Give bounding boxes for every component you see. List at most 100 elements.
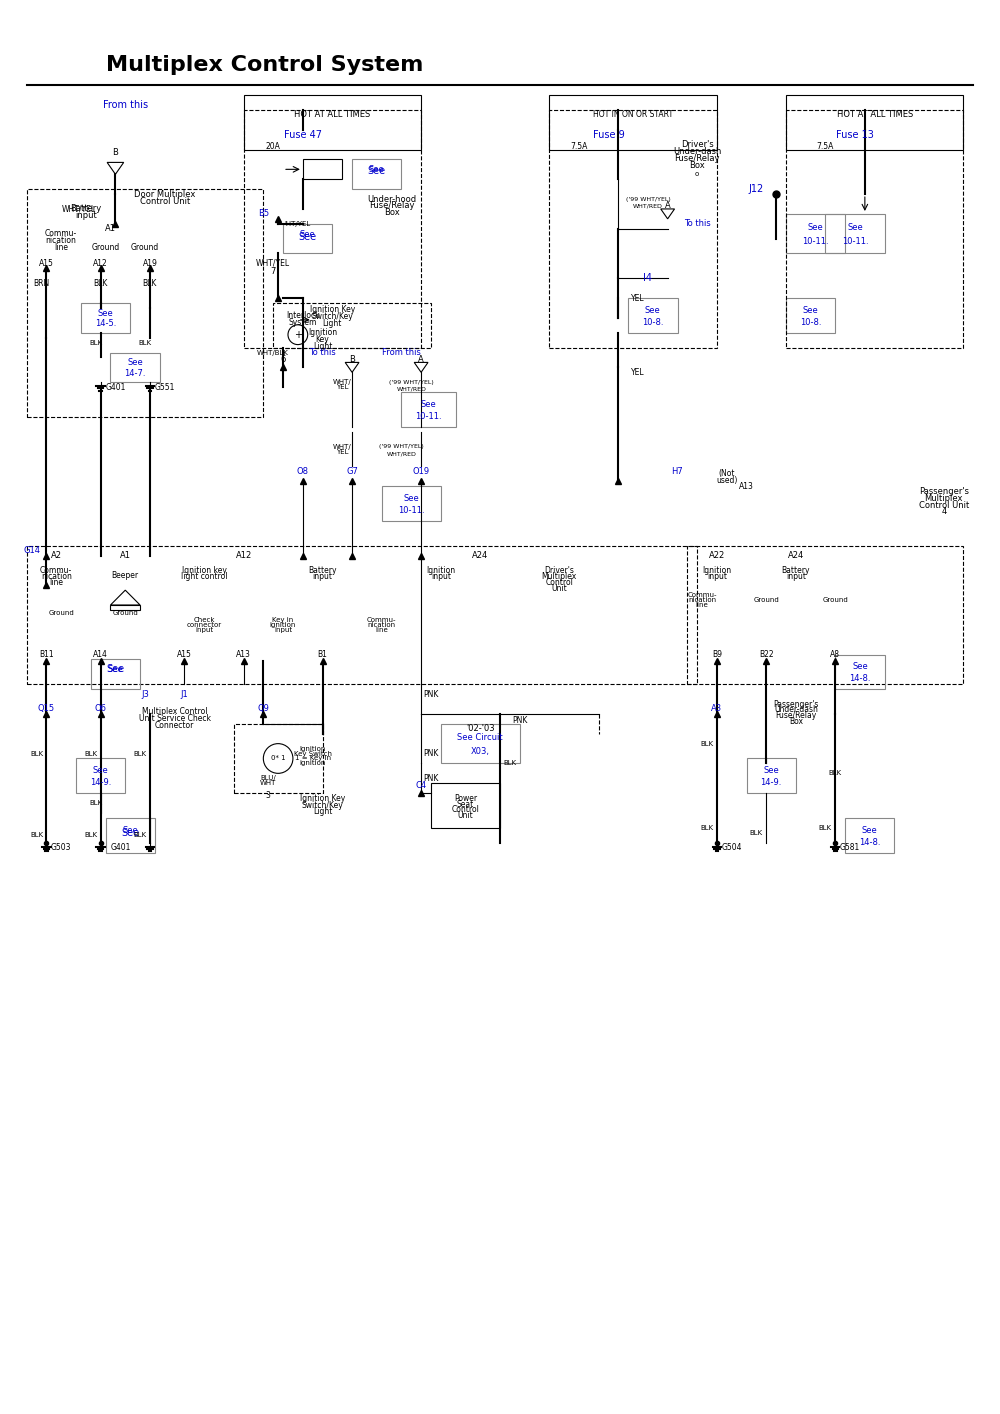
Bar	[91, 659, 140, 689]
Bar	[27, 189, 263, 417]
Text: Driver's: Driver's	[681, 140, 714, 148]
Bar	[549, 95, 717, 150]
Bar	[786, 95, 963, 150]
Text: Commu-: Commu-	[687, 592, 717, 598]
Text: To this: To this	[309, 348, 336, 356]
Text: nication: nication	[368, 622, 396, 628]
Text: ('99 WHT/YEL): ('99 WHT/YEL)	[389, 380, 434, 385]
Text: Multiplex: Multiplex	[924, 493, 963, 502]
Text: A13: A13	[739, 482, 754, 491]
Text: A19: A19	[142, 259, 157, 267]
Text: Ignition Key: Ignition Key	[310, 305, 355, 314]
Text: 7: 7	[271, 267, 276, 276]
Text: 14-8.: 14-8.	[849, 674, 871, 683]
Text: WHT/: WHT/	[333, 444, 352, 450]
Text: B1: B1	[318, 650, 327, 659]
Bar	[106, 817, 155, 853]
Text: J12: J12	[749, 184, 764, 194]
Text: (Not: (Not	[719, 469, 735, 478]
Bar	[835, 655, 885, 689]
Text: See Circuit: See Circuit	[457, 734, 503, 742]
Text: 'HT/YEL: 'HT/YEL	[285, 221, 311, 226]
Text: PNK: PNK	[423, 749, 439, 758]
Text: Unit Service Check: Unit Service Check	[139, 714, 211, 724]
Text: O19: O19	[413, 467, 430, 477]
Text: WHT/RED: WHT/RED	[633, 204, 663, 208]
Bar	[27, 546, 697, 684]
Text: A3: A3	[711, 704, 723, 714]
Bar	[845, 817, 894, 853]
Text: input: input	[195, 626, 213, 633]
Bar	[401, 392, 456, 427]
Text: connector: connector	[187, 622, 222, 628]
Text: BLK: BLK	[701, 741, 714, 747]
Text: Ground: Ground	[131, 243, 159, 252]
Text: A22: A22	[709, 551, 725, 560]
Bar	[786, 214, 845, 253]
Text: Q9: Q9	[257, 704, 269, 714]
Text: BLK: BLK	[30, 831, 43, 837]
Text: BRN: BRN	[33, 279, 50, 287]
Text: J3: J3	[141, 690, 149, 699]
Text: line: line	[49, 578, 63, 587]
Bar	[273, 303, 431, 348]
Text: Interlock: Interlock	[286, 311, 320, 321]
Text: G401: G401	[105, 383, 126, 392]
Text: PNK: PNK	[423, 773, 439, 783]
Bar	[110, 605, 140, 609]
Text: G503: G503	[51, 843, 71, 853]
Bar	[234, 724, 322, 793]
Text: See: See	[369, 165, 385, 174]
Text: G581: G581	[840, 843, 860, 853]
Text: A15: A15	[177, 650, 192, 659]
Bar	[110, 352, 160, 382]
Text: WHT/YEL: WHT/YEL	[256, 259, 290, 267]
Text: Ground: Ground	[753, 597, 779, 602]
Text: A: A	[665, 201, 671, 211]
Bar	[825, 214, 885, 253]
Text: See: See	[300, 229, 316, 239]
Text: Control Unit: Control Unit	[140, 197, 190, 205]
Text: Box: Box	[384, 208, 399, 218]
Text: Control Unit: Control Unit	[919, 501, 969, 509]
Text: PNK: PNK	[423, 690, 439, 699]
Text: YEL: YEL	[336, 448, 348, 454]
Text: G7: G7	[346, 467, 358, 477]
Text: Battery: Battery	[70, 205, 101, 214]
Text: Commu-: Commu-	[367, 617, 396, 622]
Text: +: +	[294, 329, 302, 339]
Text: BLU/: BLU/	[260, 775, 276, 782]
Text: J1: J1	[181, 690, 188, 699]
Bar	[747, 758, 796, 793]
Text: ('99 WHT/YEL): ('99 WHT/YEL)	[626, 197, 670, 202]
Text: input: input	[431, 571, 451, 581]
Text: See: See	[808, 223, 823, 232]
Bar	[382, 486, 441, 520]
Text: Under-hood: Under-hood	[367, 195, 416, 204]
Text: Key in: Key in	[272, 617, 294, 622]
Text: BLK: BLK	[750, 830, 763, 836]
Text: I4: I4	[643, 273, 652, 283]
Text: A8: A8	[830, 650, 840, 659]
Text: Ignition: Ignition	[426, 566, 455, 575]
Text: input: input	[707, 571, 727, 581]
Text: See: See	[122, 826, 138, 834]
Text: YEL: YEL	[336, 385, 348, 390]
Text: See: See	[847, 223, 863, 232]
Text: O8: O8	[297, 467, 309, 477]
Text: From this: From this	[382, 348, 421, 356]
Text: input: input	[312, 571, 332, 581]
Bar	[687, 546, 963, 684]
Text: ignition: ignition	[299, 761, 326, 766]
Text: Passenger's: Passenger's	[773, 700, 819, 708]
Text: BLK: BLK	[84, 831, 97, 837]
Text: HOT AT ALL TIMES: HOT AT ALL TIMES	[837, 110, 913, 119]
Text: A1: A1	[120, 551, 131, 560]
Text: Seat: Seat	[457, 799, 474, 809]
Text: BLK: BLK	[89, 339, 102, 345]
Text: Ignition: Ignition	[702, 566, 732, 575]
Bar	[628, 298, 678, 332]
Text: 7.5A: 7.5A	[817, 141, 834, 151]
Text: Door Multiplex: Door Multiplex	[134, 189, 195, 198]
Text: nication: nication	[46, 236, 77, 245]
